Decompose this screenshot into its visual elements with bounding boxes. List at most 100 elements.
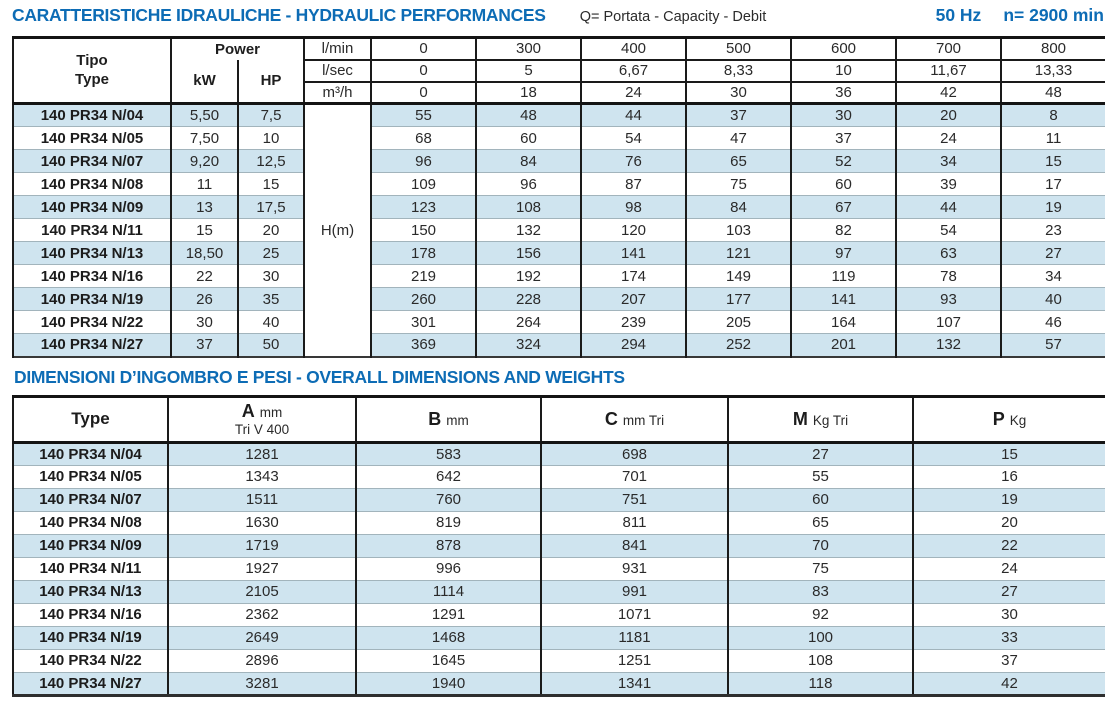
head-value-cell: 76	[580, 149, 687, 173]
head-value-cell: 15	[1000, 149, 1106, 173]
dimension-value-cell: 701	[540, 464, 728, 488]
dim-a-label: A	[241, 401, 255, 422]
dimensions-row: 140 PR34 N/16 2362 1291 1071 92 30	[12, 602, 1105, 626]
model-cell: 140 PR34 N/08	[12, 510, 168, 534]
dimensions-row: 140 PR34 N/08 1630 819 811 65 20	[12, 510, 1105, 534]
hydraulic-row: 140 PR34 N/07 9,20 12,5 96 84 76 65 52 34 15	[12, 149, 1106, 173]
flow-row-lmin: Tipo Type Power l/min 0 300 400 500 600 …	[12, 37, 1106, 104]
dimension-value-cell: 698	[540, 442, 728, 465]
flow-value: 800	[1000, 37, 1106, 61]
head-value-cell: 27	[1000, 241, 1106, 265]
model-cell: 140 PR34 N/08	[12, 172, 171, 196]
flow-legend-label: Q= Portata - Capacity - Debit	[579, 9, 767, 25]
hydraulic-table-head: Tipo Type Power l/min 0 300 400 500 600 …	[12, 37, 1106, 105]
hp-value-cell: 30	[236, 264, 305, 288]
hydraulic-row: 140 PR34 N/27 37 50 369 324 294 252 201 132 57	[12, 333, 1106, 357]
dimension-value-cell: 1927	[167, 556, 356, 580]
kw-header: kW	[170, 59, 238, 104]
hp-header: HP	[236, 59, 305, 104]
dimension-value-cell: 642	[355, 464, 541, 488]
head-value-cell: 60	[790, 172, 897, 196]
head-value-cell: 201	[790, 333, 897, 357]
head-value-cell: 47	[685, 126, 792, 150]
head-value-cell: 103	[685, 218, 792, 242]
dimension-value-cell: 37	[912, 648, 1105, 672]
head-value-cell: 67	[790, 195, 897, 219]
head-value-cell: 369	[370, 333, 477, 357]
dimensions-row: 140 PR34 N/19 2649 1468 1181 100 33	[12, 625, 1105, 649]
weight-m-label: M	[792, 408, 808, 429]
head-value-cell: 207	[580, 287, 687, 311]
kw-value-cell: 15	[170, 218, 238, 242]
model-cell: 140 PR34 N/22	[12, 648, 168, 672]
flow-value: 0	[370, 81, 477, 105]
dimension-value-cell: 24	[912, 556, 1105, 580]
head-value-cell: 98	[580, 195, 687, 219]
model-cell: 140 PR34 N/04	[12, 442, 168, 465]
flow-value: 48	[1000, 81, 1106, 105]
kw-value-cell: 5,50	[170, 103, 238, 127]
flow-value: 0	[370, 37, 477, 61]
hydraulic-row: 140 PR34 N/08 11 15 109 96 87 75 60 39 17	[12, 172, 1106, 196]
flow-value: 500	[685, 37, 792, 61]
flow-value: 24	[580, 81, 687, 105]
flow-value: 700	[895, 37, 1002, 61]
head-value-cell: 11	[1000, 126, 1106, 150]
datasheet-page: CARATTERISTICHE IDRAULICHE - HYDRAULIC P…	[12, 5, 1106, 697]
dimension-value-cell: 1114	[355, 579, 541, 603]
kw-value-cell: 37	[170, 333, 238, 357]
head-value-cell: 252	[685, 333, 792, 357]
head-value-cell: 107	[895, 310, 1002, 334]
hydraulic-row: 140 PR34 N/04 5,50 7,5 H(m) 55 48 44 37 30 20 8	[12, 103, 1106, 357]
flow-value: 10	[790, 59, 897, 83]
hydraulic-row: 140 PR34 N/19 26 35 260 228 207 177 141 93 40	[12, 287, 1106, 311]
dimension-value-cell: 19	[912, 487, 1105, 511]
head-value-cell: 141	[790, 287, 897, 311]
dim-c-unit: mm Tri	[622, 412, 665, 428]
hydraulic-row: 140 PR34 N/05 7,50 10 68 60 54 47 37 24 11	[12, 126, 1106, 150]
hydraulic-table-body: 140 PR34 N/04 5,50 7,5 H(m) 55 48 44 37 30 20 8 140…	[12, 103, 1106, 357]
model-cell: 140 PR34 N/27	[12, 333, 171, 357]
head-value-cell: 78	[895, 264, 1002, 288]
weight-p-unit: Kg	[1009, 412, 1027, 428]
head-value-cell: 68	[370, 126, 477, 150]
head-value-cell: 132	[475, 218, 582, 242]
head-value-cell: 178	[370, 241, 477, 265]
dimension-value-cell: 841	[540, 533, 728, 557]
dimensions-row: 140 PR34 N/05 1343 642 701 55 16	[12, 464, 1105, 488]
head-value-cell: 97	[790, 241, 897, 265]
head-value-cell: 123	[370, 195, 477, 219]
dimension-value-cell: 65	[727, 510, 913, 534]
dimension-value-cell: 2896	[167, 648, 356, 672]
weight-m-column-header: M Kg Tri	[727, 396, 913, 442]
power-header: Power	[169, 37, 305, 60]
dimension-value-cell: 2362	[167, 602, 356, 626]
head-value-cell: 260	[370, 287, 477, 311]
type-column-header: Type	[12, 396, 168, 442]
dimension-value-cell: 1251	[540, 648, 728, 672]
unit-m3h-label: m³/h	[303, 81, 372, 105]
hydraulic-row: 140 PR34 N/16 22 30 219 192 174 149 119 78 34	[12, 264, 1106, 288]
kw-value-cell: 22	[170, 264, 238, 288]
dimension-value-cell: 1341	[540, 671, 728, 695]
head-value-cell: 60	[475, 126, 582, 150]
head-value-cell: 324	[475, 333, 582, 357]
weight-p-column-header: P Kg	[912, 396, 1105, 442]
dimension-value-cell: 60	[727, 487, 913, 511]
head-value-cell: 54	[580, 126, 687, 150]
dimension-value-cell: 33	[912, 625, 1105, 649]
head-value-cell: 34	[895, 149, 1002, 173]
dimensions-table-body: 140 PR34 N/04 1281 583 698 27 15 140 PR34 N/05…	[12, 442, 1105, 695]
model-cell: 140 PR34 N/19	[12, 287, 171, 311]
head-value-cell: 87	[580, 172, 687, 196]
dimension-value-cell: 1719	[167, 533, 356, 557]
hp-value-cell: 10	[236, 126, 305, 150]
dimensions-row: 140 PR34 N/27 3281 1940 1341 118 42	[12, 671, 1105, 695]
dimension-value-cell: 1630	[167, 510, 356, 534]
head-value-cell: 96	[370, 149, 477, 173]
head-unit-cell: H(m)	[303, 103, 372, 357]
model-cell: 140 PR34 N/05	[12, 464, 168, 488]
tipo-type-header: Tipo Type	[12, 37, 171, 104]
head-value-cell: 219	[370, 264, 477, 288]
dimensions-row: 140 PR34 N/09 1719 878 841 70 22	[12, 533, 1105, 557]
